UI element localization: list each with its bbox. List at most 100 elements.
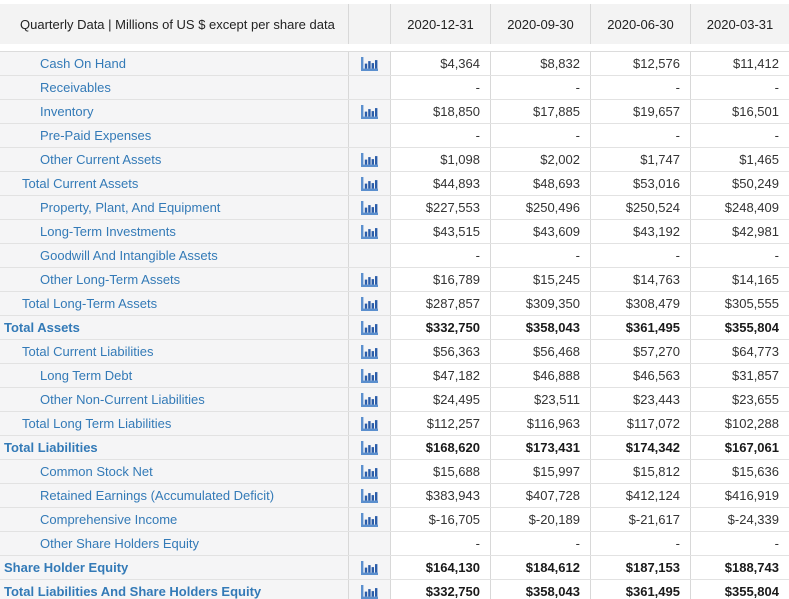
value-cell: $16,501 bbox=[690, 100, 789, 123]
row-label[interactable]: Goodwill And Intangible Assets bbox=[0, 244, 348, 267]
bar-chart-icon[interactable] bbox=[360, 200, 379, 215]
table-row: Total Liabilities $168,620 $173,431 $174,34… bbox=[0, 436, 789, 460]
value-cell: $46,563 bbox=[590, 364, 690, 387]
table-header-row: Quarterly Data | Millions of US $ except… bbox=[0, 4, 789, 44]
chart-icon-cell bbox=[348, 484, 390, 507]
table-row: Cash On Hand $4,364 $8,832 $12,576 $11,412 bbox=[0, 52, 789, 76]
value-cell: $53,016 bbox=[590, 172, 690, 195]
table-row: Total Current Assets $44,893 $48,693 $53,01… bbox=[0, 172, 789, 196]
value-cell: $57,270 bbox=[590, 340, 690, 363]
chart-icon-cell bbox=[348, 580, 390, 599]
row-label[interactable]: Total Liabilities bbox=[0, 436, 348, 459]
value-cell: $1,747 bbox=[590, 148, 690, 171]
value-cell: $164,130 bbox=[390, 556, 490, 579]
chart-icon-cell bbox=[348, 148, 390, 171]
bar-chart-icon[interactable] bbox=[360, 224, 379, 239]
chart-icon-cell bbox=[348, 268, 390, 291]
value-cell: - bbox=[490, 244, 590, 267]
value-cell: $15,245 bbox=[490, 268, 590, 291]
chart-icon-cell bbox=[348, 196, 390, 219]
row-label[interactable]: Comprehensive Income bbox=[0, 508, 348, 531]
table-row: Other Non-Current Liabilities $24,495 $23,… bbox=[0, 388, 789, 412]
value-cell: - bbox=[490, 76, 590, 99]
row-label[interactable]: Total Current Liabilities bbox=[0, 340, 348, 363]
value-cell: $-20,189 bbox=[490, 508, 590, 531]
table-row: Other Long-Term Assets $16,789 $15,245 $14,… bbox=[0, 268, 789, 292]
table-row: Total Current Liabilities $56,363 $56,468 $… bbox=[0, 340, 789, 364]
chart-icon-cell bbox=[348, 124, 390, 147]
row-label[interactable]: Other Share Holders Equity bbox=[0, 532, 348, 555]
value-cell: $332,750 bbox=[390, 316, 490, 339]
value-cell: $361,495 bbox=[590, 580, 690, 599]
bar-chart-icon[interactable] bbox=[360, 440, 379, 455]
row-label[interactable]: Total Liabilities And Share Holders Equi… bbox=[0, 580, 348, 599]
row-label[interactable]: Other Long-Term Assets bbox=[0, 268, 348, 291]
bar-chart-icon[interactable] bbox=[360, 584, 379, 599]
value-cell: $18,850 bbox=[390, 100, 490, 123]
chart-icon-cell bbox=[348, 292, 390, 315]
table-row: Total Long Term Liabilities $112,257 $116,… bbox=[0, 412, 789, 436]
value-cell: $42,981 bbox=[690, 220, 789, 243]
row-label[interactable]: Other Non-Current Liabilities bbox=[0, 388, 348, 411]
value-cell: $102,288 bbox=[690, 412, 789, 435]
row-label[interactable]: Total Current Assets bbox=[0, 172, 348, 195]
chart-icon-cell bbox=[348, 556, 390, 579]
value-cell: - bbox=[390, 244, 490, 267]
bar-chart-icon[interactable] bbox=[360, 392, 379, 407]
bar-chart-icon[interactable] bbox=[360, 176, 379, 191]
bar-chart-icon[interactable] bbox=[360, 104, 379, 119]
bar-chart-icon[interactable] bbox=[360, 488, 379, 503]
chart-icon-cell bbox=[348, 244, 390, 267]
value-cell: $305,555 bbox=[690, 292, 789, 315]
bar-chart-icon[interactable] bbox=[360, 296, 379, 311]
row-label[interactable]: Common Stock Net bbox=[0, 460, 348, 483]
chart-icon-cell bbox=[348, 316, 390, 339]
value-cell: $184,612 bbox=[490, 556, 590, 579]
value-cell: $14,763 bbox=[590, 268, 690, 291]
value-cell: - bbox=[690, 124, 789, 147]
value-cell: - bbox=[590, 244, 690, 267]
bar-chart-icon[interactable] bbox=[360, 272, 379, 287]
bar-chart-icon[interactable] bbox=[360, 560, 379, 575]
table-row: Goodwill And Intangible Assets - - - - bbox=[0, 244, 789, 268]
value-cell: $355,804 bbox=[690, 580, 789, 599]
bar-chart-icon[interactable] bbox=[360, 320, 379, 335]
bar-chart-icon[interactable] bbox=[360, 512, 379, 527]
row-label[interactable]: Total Long-Term Assets bbox=[0, 292, 348, 315]
row-label[interactable]: Property, Plant, And Equipment bbox=[0, 196, 348, 219]
row-label[interactable]: Other Current Assets bbox=[0, 148, 348, 171]
row-label[interactable]: Pre-Paid Expenses bbox=[0, 124, 348, 147]
header-icon-column-spacer bbox=[348, 4, 390, 44]
row-label[interactable]: Cash On Hand bbox=[0, 52, 348, 75]
row-label[interactable]: Long Term Debt bbox=[0, 364, 348, 387]
row-label[interactable]: Retained Earnings (Accumulated Deficit) bbox=[0, 484, 348, 507]
row-label[interactable]: Receivables bbox=[0, 76, 348, 99]
bar-chart-icon[interactable] bbox=[360, 152, 379, 167]
value-cell: $15,636 bbox=[690, 460, 789, 483]
table-row: Inventory $18,850 $17,885 $19,657 $16,501 bbox=[0, 100, 789, 124]
value-cell: $358,043 bbox=[490, 580, 590, 599]
value-cell: $43,192 bbox=[590, 220, 690, 243]
row-label[interactable]: Share Holder Equity bbox=[0, 556, 348, 579]
value-cell: $-21,617 bbox=[590, 508, 690, 531]
row-label[interactable]: Long-Term Investments bbox=[0, 220, 348, 243]
value-cell: $44,893 bbox=[390, 172, 490, 195]
value-cell: $174,342 bbox=[590, 436, 690, 459]
row-label[interactable]: Inventory bbox=[0, 100, 348, 123]
value-cell: $361,495 bbox=[590, 316, 690, 339]
bar-chart-icon[interactable] bbox=[360, 464, 379, 479]
chart-icon-cell bbox=[348, 76, 390, 99]
row-label[interactable]: Total Long Term Liabilities bbox=[0, 412, 348, 435]
table-row: Other Current Assets $1,098 $2,002 $1,747 $1… bbox=[0, 148, 789, 172]
chart-icon-cell bbox=[348, 100, 390, 123]
row-label[interactable]: Total Assets bbox=[0, 316, 348, 339]
value-cell: $64,773 bbox=[690, 340, 789, 363]
table-row: Pre-Paid Expenses - - - - bbox=[0, 124, 789, 148]
bar-chart-icon[interactable] bbox=[360, 416, 379, 431]
bar-chart-icon[interactable] bbox=[360, 56, 379, 71]
value-cell: $332,750 bbox=[390, 580, 490, 599]
table-body: Cash On Hand $4,364 $8,832 $12,576 $11,412 Re… bbox=[0, 51, 789, 599]
bar-chart-icon[interactable] bbox=[360, 368, 379, 383]
value-cell: $43,609 bbox=[490, 220, 590, 243]
bar-chart-icon[interactable] bbox=[360, 344, 379, 359]
